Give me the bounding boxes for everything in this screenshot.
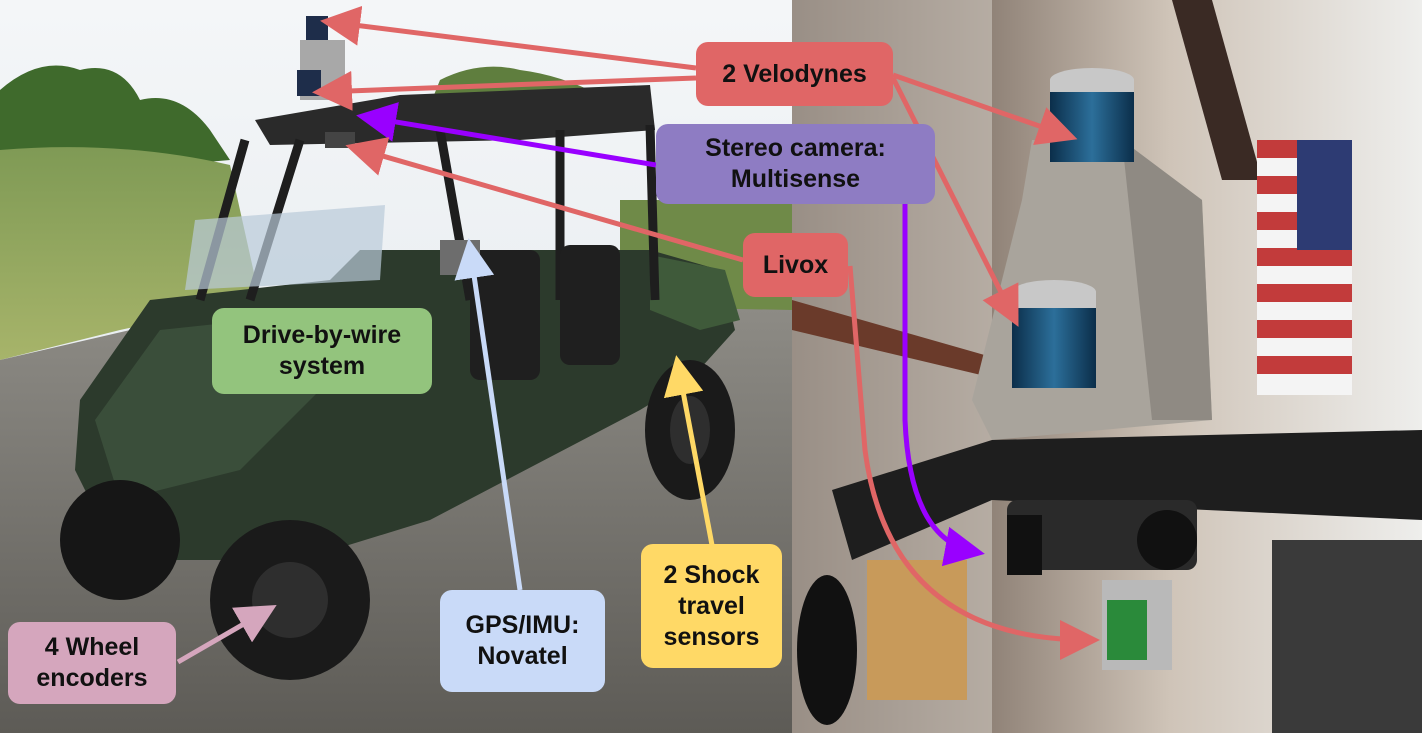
front-wheel-hub <box>252 562 328 638</box>
label-stereo-camera: Stereo camera: Multisense <box>656 124 935 204</box>
gps-imu-unit <box>440 240 480 275</box>
label-shock-sensors: 2 Shock travel sensors <box>641 544 782 668</box>
american-flag <box>1257 140 1352 395</box>
velodyne-upper <box>1050 92 1134 162</box>
livox-window <box>1107 600 1147 660</box>
label-drive-by-wire: Drive-by-wire system <box>212 308 432 394</box>
rear-fender <box>650 255 740 330</box>
seat <box>470 250 540 380</box>
rear-wheel-hub <box>670 396 710 464</box>
label-livox: Livox <box>743 233 848 297</box>
bracket-side <box>1122 140 1212 420</box>
sensor-closeup-illustration <box>792 0 1422 733</box>
velodyne-top <box>306 16 328 40</box>
velodyne-lower <box>1012 308 1096 388</box>
velodyne-bottom <box>297 70 321 96</box>
label-gps-imu: GPS/IMU: Novatel <box>440 590 605 692</box>
side-mirror <box>797 575 857 725</box>
camera-lens <box>1137 510 1197 570</box>
roof-beam <box>1172 0 1262 180</box>
seat <box>560 245 620 365</box>
camera-lens-left <box>1007 515 1042 575</box>
livox-sensor <box>325 132 355 148</box>
label-velodynes: 2 Velodynes <box>696 42 893 106</box>
windshield <box>185 205 385 290</box>
label-wheel-encoders: 4 Wheel encoders <box>8 622 176 704</box>
garage-equipment <box>1272 540 1422 733</box>
sensor-closeup-photo <box>792 0 1422 733</box>
front-wheel-far <box>60 480 180 600</box>
plywood-board <box>867 560 967 700</box>
